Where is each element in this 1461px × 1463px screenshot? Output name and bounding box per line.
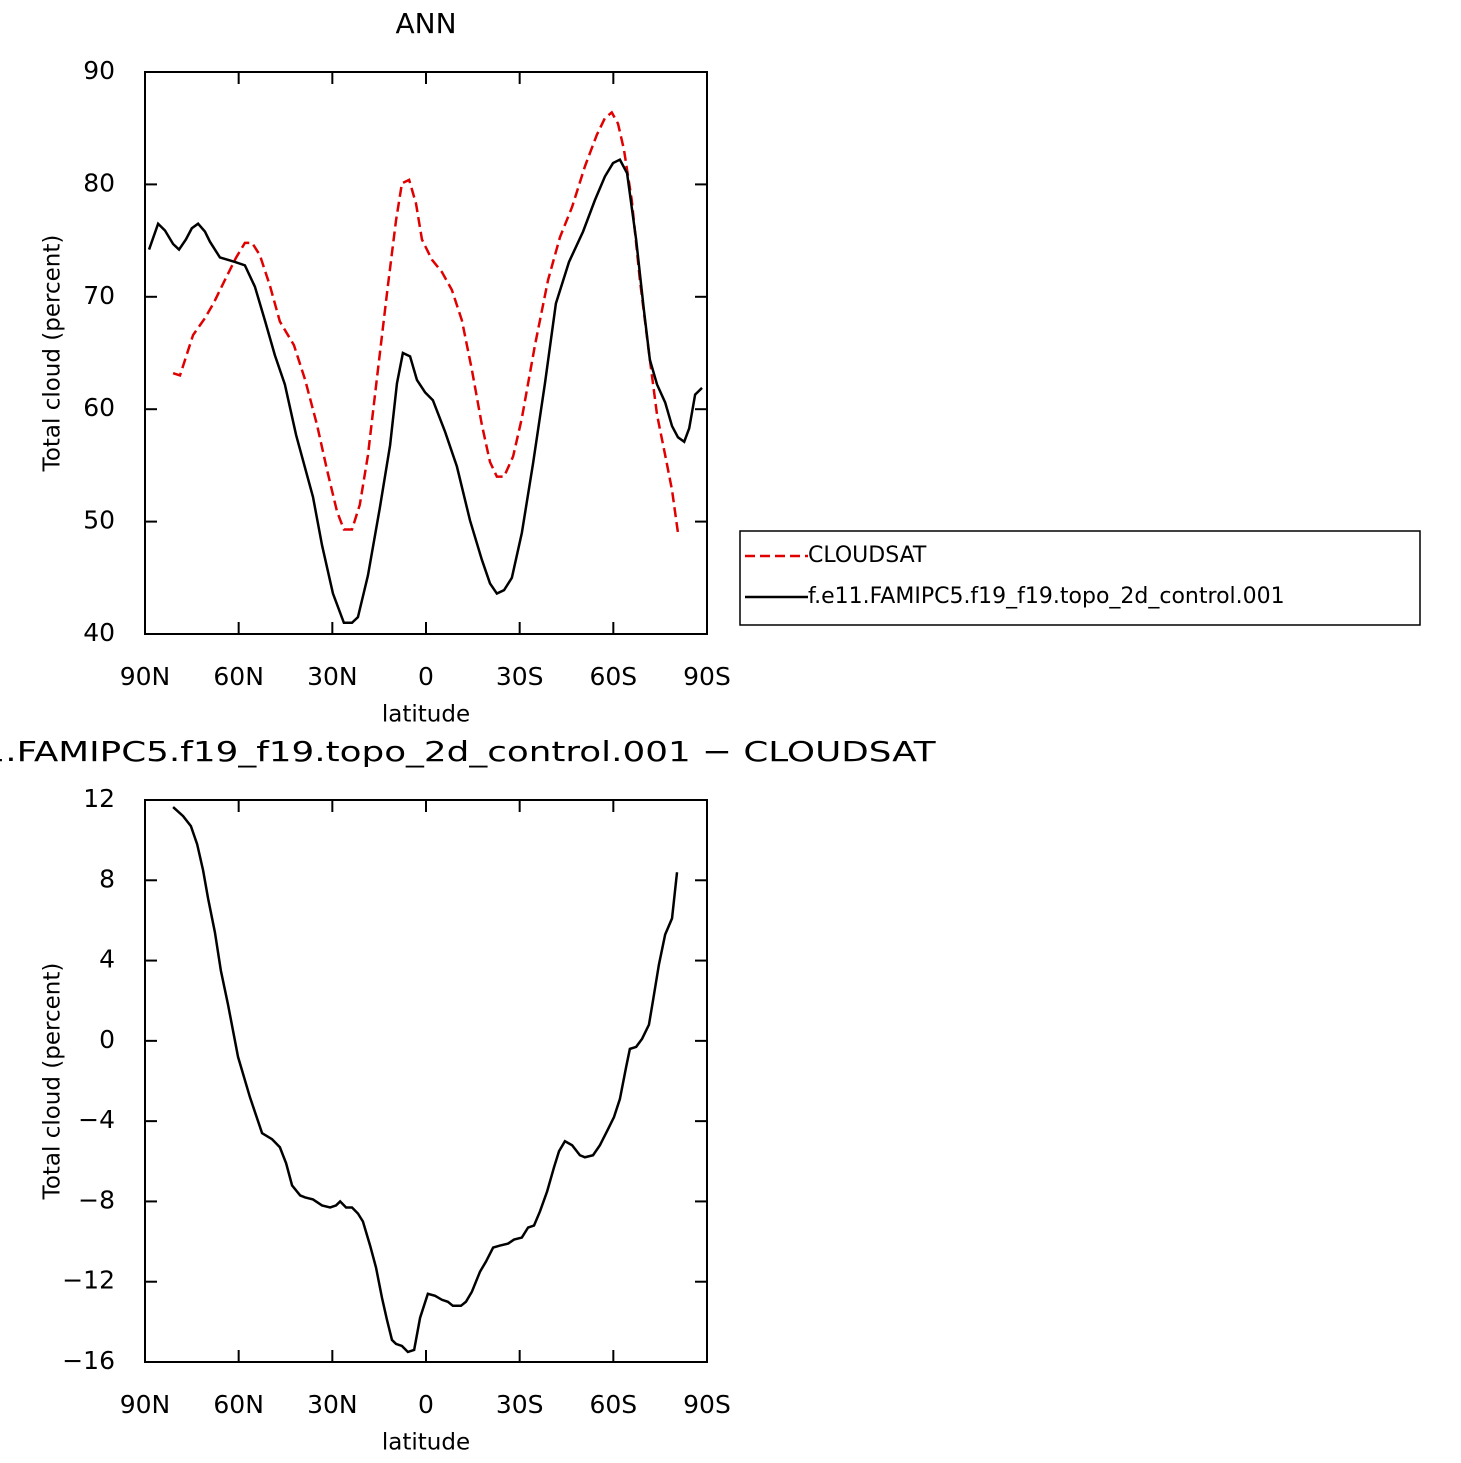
data-line <box>172 110 680 534</box>
x-axis-label: latitude <box>382 1430 470 1456</box>
x-tick-label: 30S <box>496 662 544 691</box>
y-tick-label: −8 <box>78 1185 115 1214</box>
y-axis-label: Total cloud (percent) <box>40 963 66 1201</box>
y-tick-label: 50 <box>83 506 115 535</box>
x-axis-label: latitude <box>382 702 470 728</box>
y-tick-label: 40 <box>83 618 115 647</box>
y-tick-label: 70 <box>83 281 115 310</box>
chart-title: ANN <box>395 7 456 40</box>
x-tick-label: 0 <box>418 1390 434 1419</box>
y-tick-label: 4 <box>99 945 115 974</box>
y-tick-label: −4 <box>78 1105 115 1134</box>
y-tick-label: −12 <box>62 1266 115 1295</box>
data-line <box>172 806 679 1354</box>
y-tick-label: 80 <box>83 168 115 197</box>
x-tick-label: 30N <box>307 1390 358 1419</box>
y-tick-label: 90 <box>83 56 115 85</box>
y-tick-label: 8 <box>99 864 115 893</box>
x-tick-label: 60N <box>213 662 264 691</box>
x-tick-label: 90N <box>120 1390 171 1419</box>
x-tick-label: 60S <box>589 1390 637 1419</box>
y-axis-label: Total cloud (percent) <box>40 235 66 473</box>
x-tick-label: 0 <box>418 662 434 691</box>
y-tick-label: 60 <box>83 393 115 422</box>
y-tick-label: 0 <box>99 1025 115 1054</box>
x-tick-label: 60N <box>213 1390 264 1419</box>
y-tick-label: 12 <box>83 784 115 813</box>
y-tick-label: −16 <box>62 1346 115 1375</box>
x-tick-label: 30S <box>496 1390 544 1419</box>
x-tick-label: 90S <box>683 1390 731 1419</box>
chart-title: f.e11.FAMIPC5.f19_f19.topo_2d_control.00… <box>0 735 937 768</box>
x-tick-label: 60S <box>589 662 637 691</box>
x-tick-label: 90N <box>120 662 171 691</box>
legend-label: f.e11.FAMIPC5.f19_f19.topo_2d_control.00… <box>808 584 1285 609</box>
legend-box <box>739 530 1421 626</box>
data-line <box>147 158 703 625</box>
x-tick-label: 90S <box>683 662 731 691</box>
plot-frame <box>144 71 708 635</box>
x-tick-label: 30N <box>307 662 358 691</box>
legend-label: CLOUDSAT <box>808 543 927 568</box>
